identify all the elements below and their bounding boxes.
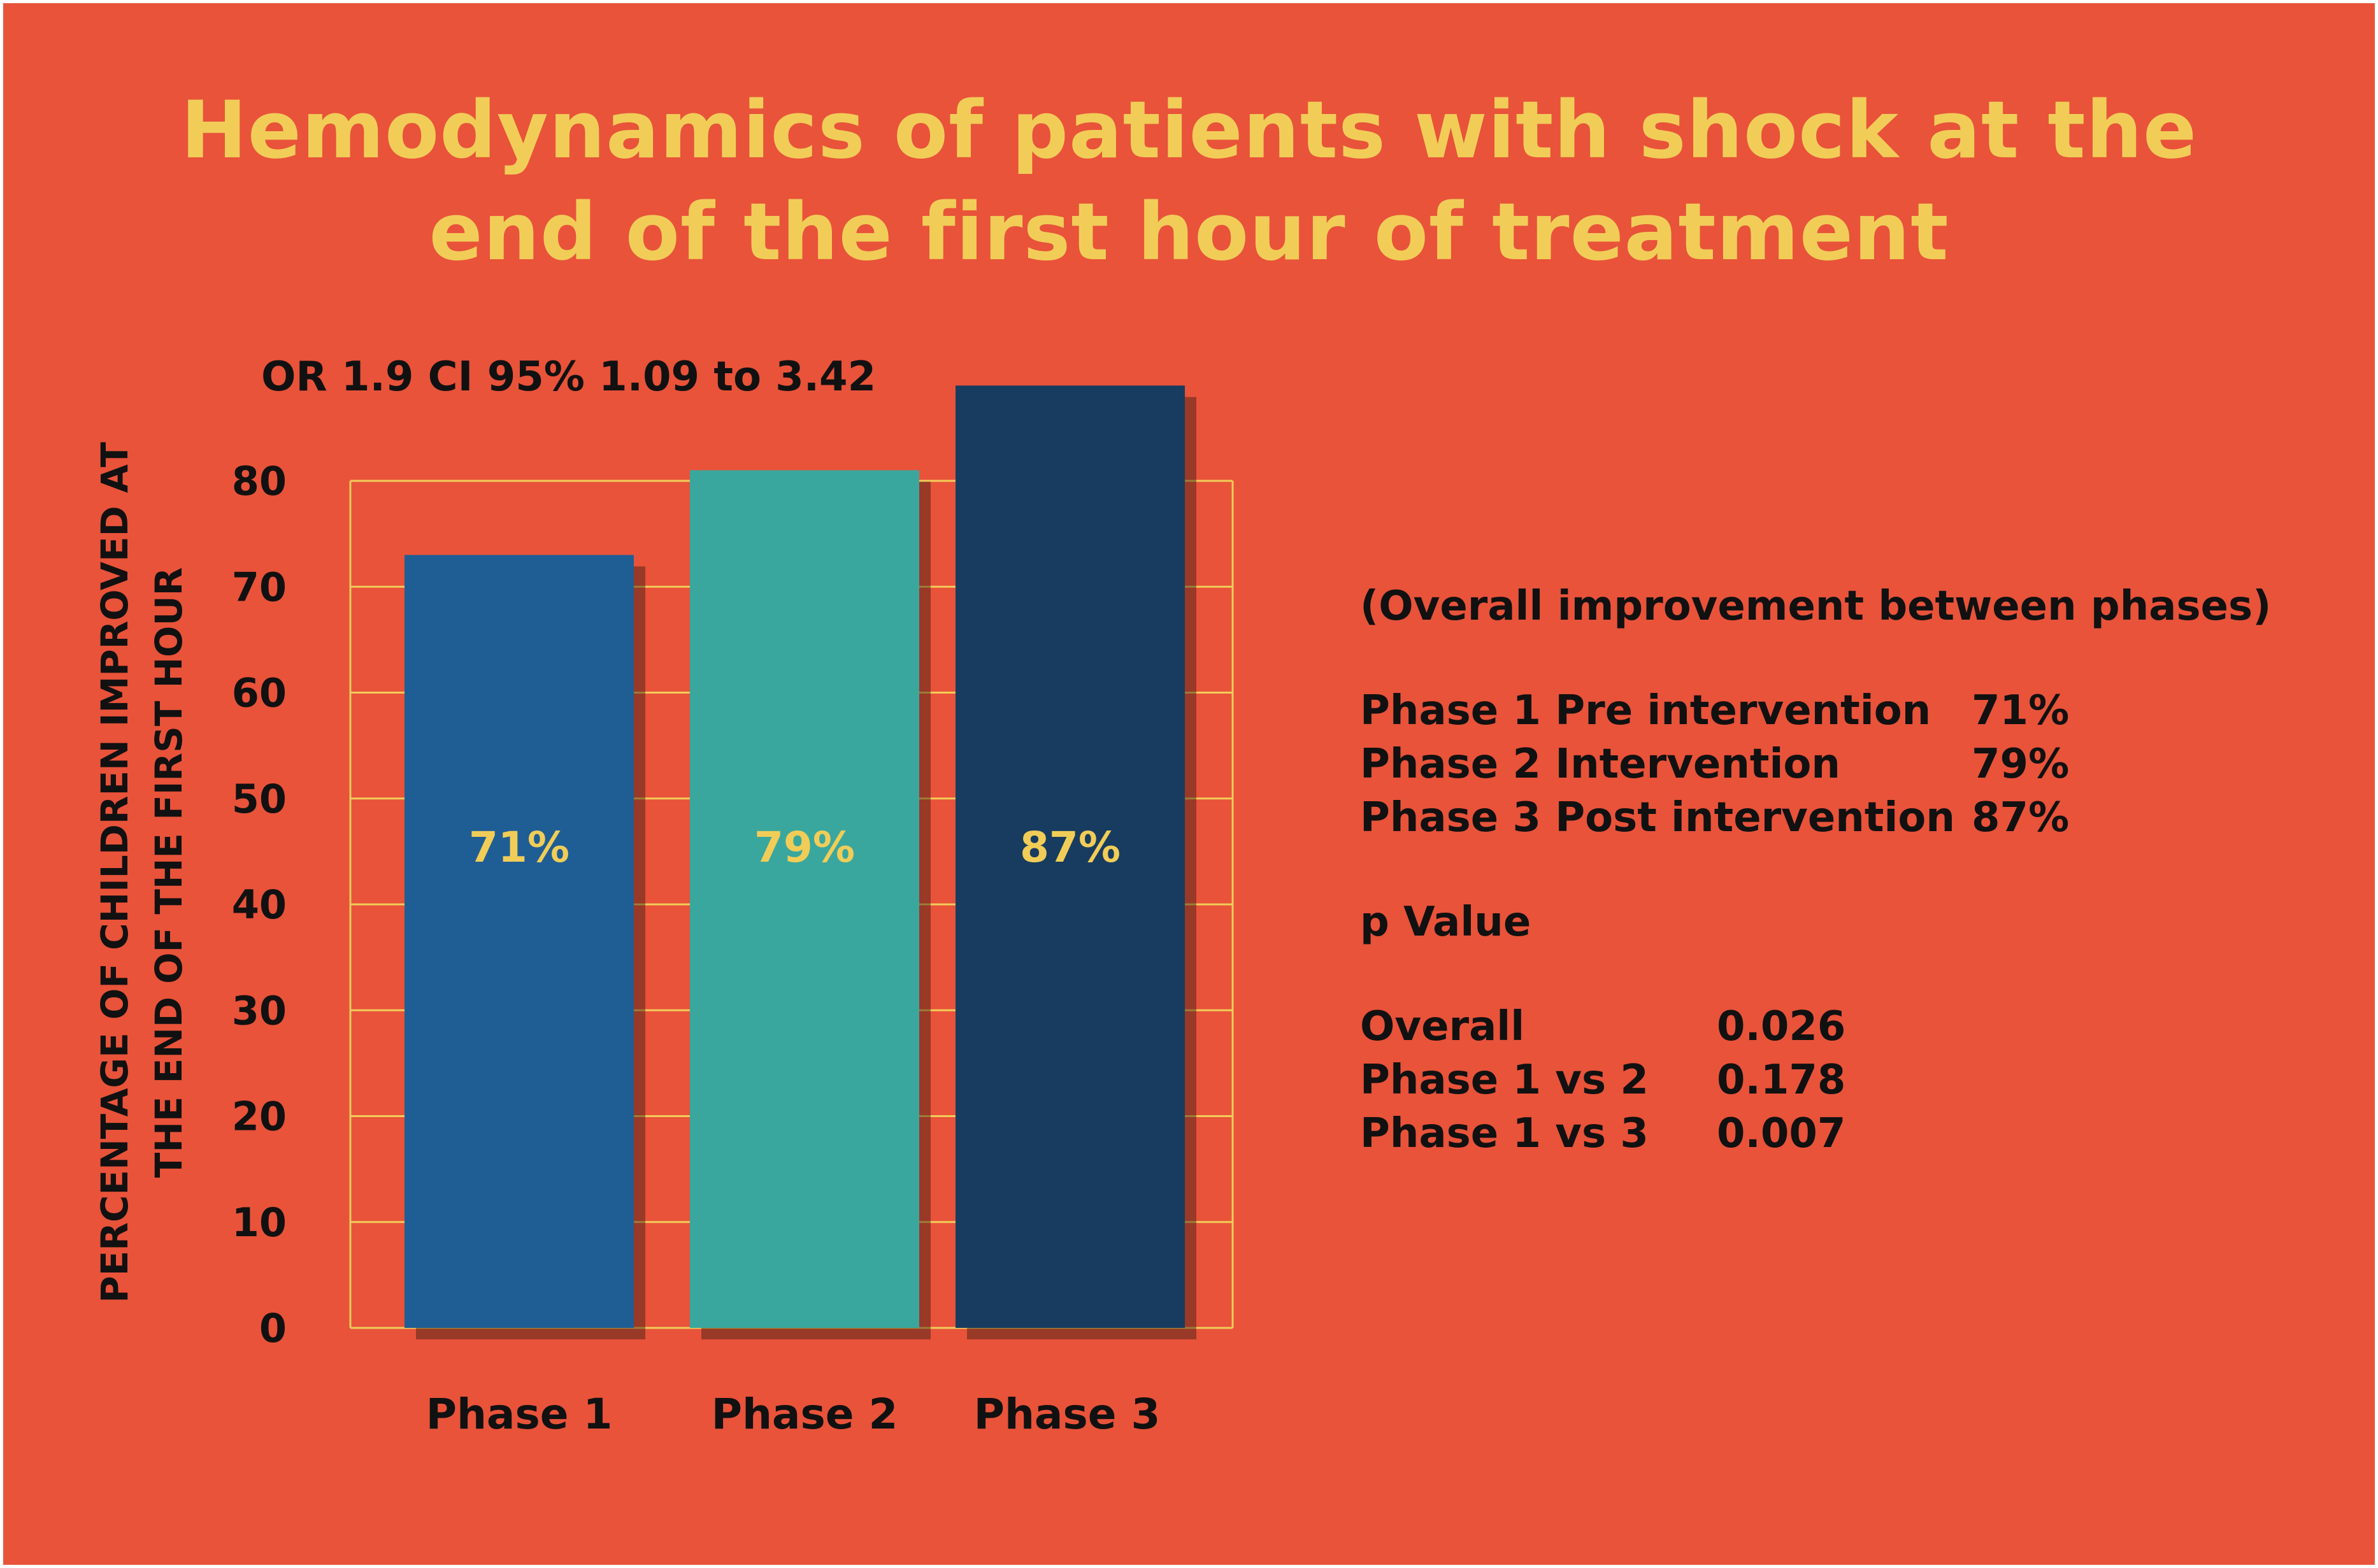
y-tick-label: 20 bbox=[232, 1094, 287, 1140]
y-tick-label: 40 bbox=[232, 881, 287, 928]
stats-heading: (Overall improvement between phases) bbox=[1360, 583, 2272, 630]
pvalue-label: Phase 1 vs 3 bbox=[1360, 1110, 1649, 1157]
pvalue-row: Phase 1 vs 2 0.178 bbox=[1360, 1053, 2271, 1107]
phase-row: Phase 1 Pre intervention 71% bbox=[1360, 684, 2271, 738]
title-line-1: Hemodynamics of patients with shock at t… bbox=[180, 85, 2198, 176]
phase-row: Phase 3 Post intervention 87% bbox=[1360, 791, 2271, 845]
bar-phase-2 bbox=[690, 470, 919, 1328]
bar-data-label: 71% bbox=[469, 823, 569, 872]
bar-data-labels: 71% 79% 87% bbox=[469, 823, 1121, 872]
y-tick-label: 30 bbox=[232, 987, 287, 1034]
title-line-2: end of the first hour of treatment bbox=[429, 187, 1949, 278]
phase-label: Phase 3 Post intervention bbox=[1360, 794, 1955, 841]
x-category-label: Phase 3 bbox=[974, 1390, 1161, 1439]
y-axis-label-line-2: THE END OF THE FIRST HOUR bbox=[147, 567, 190, 1178]
y-axis-label-line-1: PERCENTAGE OF CHILDREN IMPROVED AT bbox=[93, 442, 136, 1303]
bar-phase-3 bbox=[956, 385, 1185, 1328]
y-tick-label: 50 bbox=[232, 776, 287, 822]
phase-value: 71% bbox=[1972, 687, 2070, 734]
pvalue-value: 0.007 bbox=[1717, 1110, 1846, 1157]
pvalue-value: 0.178 bbox=[1717, 1057, 1846, 1104]
x-axis-categories: Phase 1 Phase 2 Phase 3 bbox=[426, 1390, 1161, 1439]
x-category-label: Phase 2 bbox=[712, 1390, 898, 1439]
bar-data-label: 87% bbox=[1020, 823, 1121, 872]
phase-row: Phase 2 Intervention 79% bbox=[1360, 738, 2271, 791]
phase-value: 79% bbox=[1972, 741, 2070, 788]
pvalue-row: Overall 0.026 bbox=[1360, 1000, 2271, 1053]
bar-data-label: 79% bbox=[754, 823, 855, 872]
y-tick-label: 80 bbox=[232, 458, 287, 504]
pvalue-heading: p Value bbox=[1360, 899, 1531, 946]
phase-label: Phase 2 Intervention bbox=[1360, 741, 1840, 788]
y-tick-label: 10 bbox=[232, 1199, 287, 1246]
chart-title: Hemodynamics of patients with shock at t… bbox=[3, 80, 2375, 283]
stats-panel: (Overall improvement between phases) Pha… bbox=[1360, 580, 2271, 1160]
y-tick-label: 0 bbox=[259, 1305, 287, 1351]
bar-phase-1 bbox=[405, 555, 634, 1328]
phase-label: Phase 1 Pre intervention bbox=[1360, 687, 1931, 734]
poster-background: Hemodynamics of patients with shock at t… bbox=[3, 3, 2375, 1565]
pvalue-label: Phase 1 vs 2 bbox=[1360, 1057, 1649, 1104]
y-tick-label: 60 bbox=[232, 670, 287, 716]
phase-value: 87% bbox=[1972, 794, 2070, 841]
odds-ratio-annotation: OR 1.9 CI 95% 1.09 to 3.42 bbox=[261, 353, 876, 401]
bars bbox=[405, 385, 1196, 1339]
y-axis-ticks: 0 10 20 30 40 50 60 70 80 bbox=[232, 458, 287, 1351]
y-tick-label: 70 bbox=[232, 564, 287, 610]
pvalue-value: 0.026 bbox=[1717, 1003, 1846, 1050]
pvalue-row: Phase 1 vs 3 0.007 bbox=[1360, 1107, 2271, 1160]
pvalue-label: Overall bbox=[1360, 1003, 1525, 1050]
x-category-label: Phase 1 bbox=[426, 1390, 613, 1439]
